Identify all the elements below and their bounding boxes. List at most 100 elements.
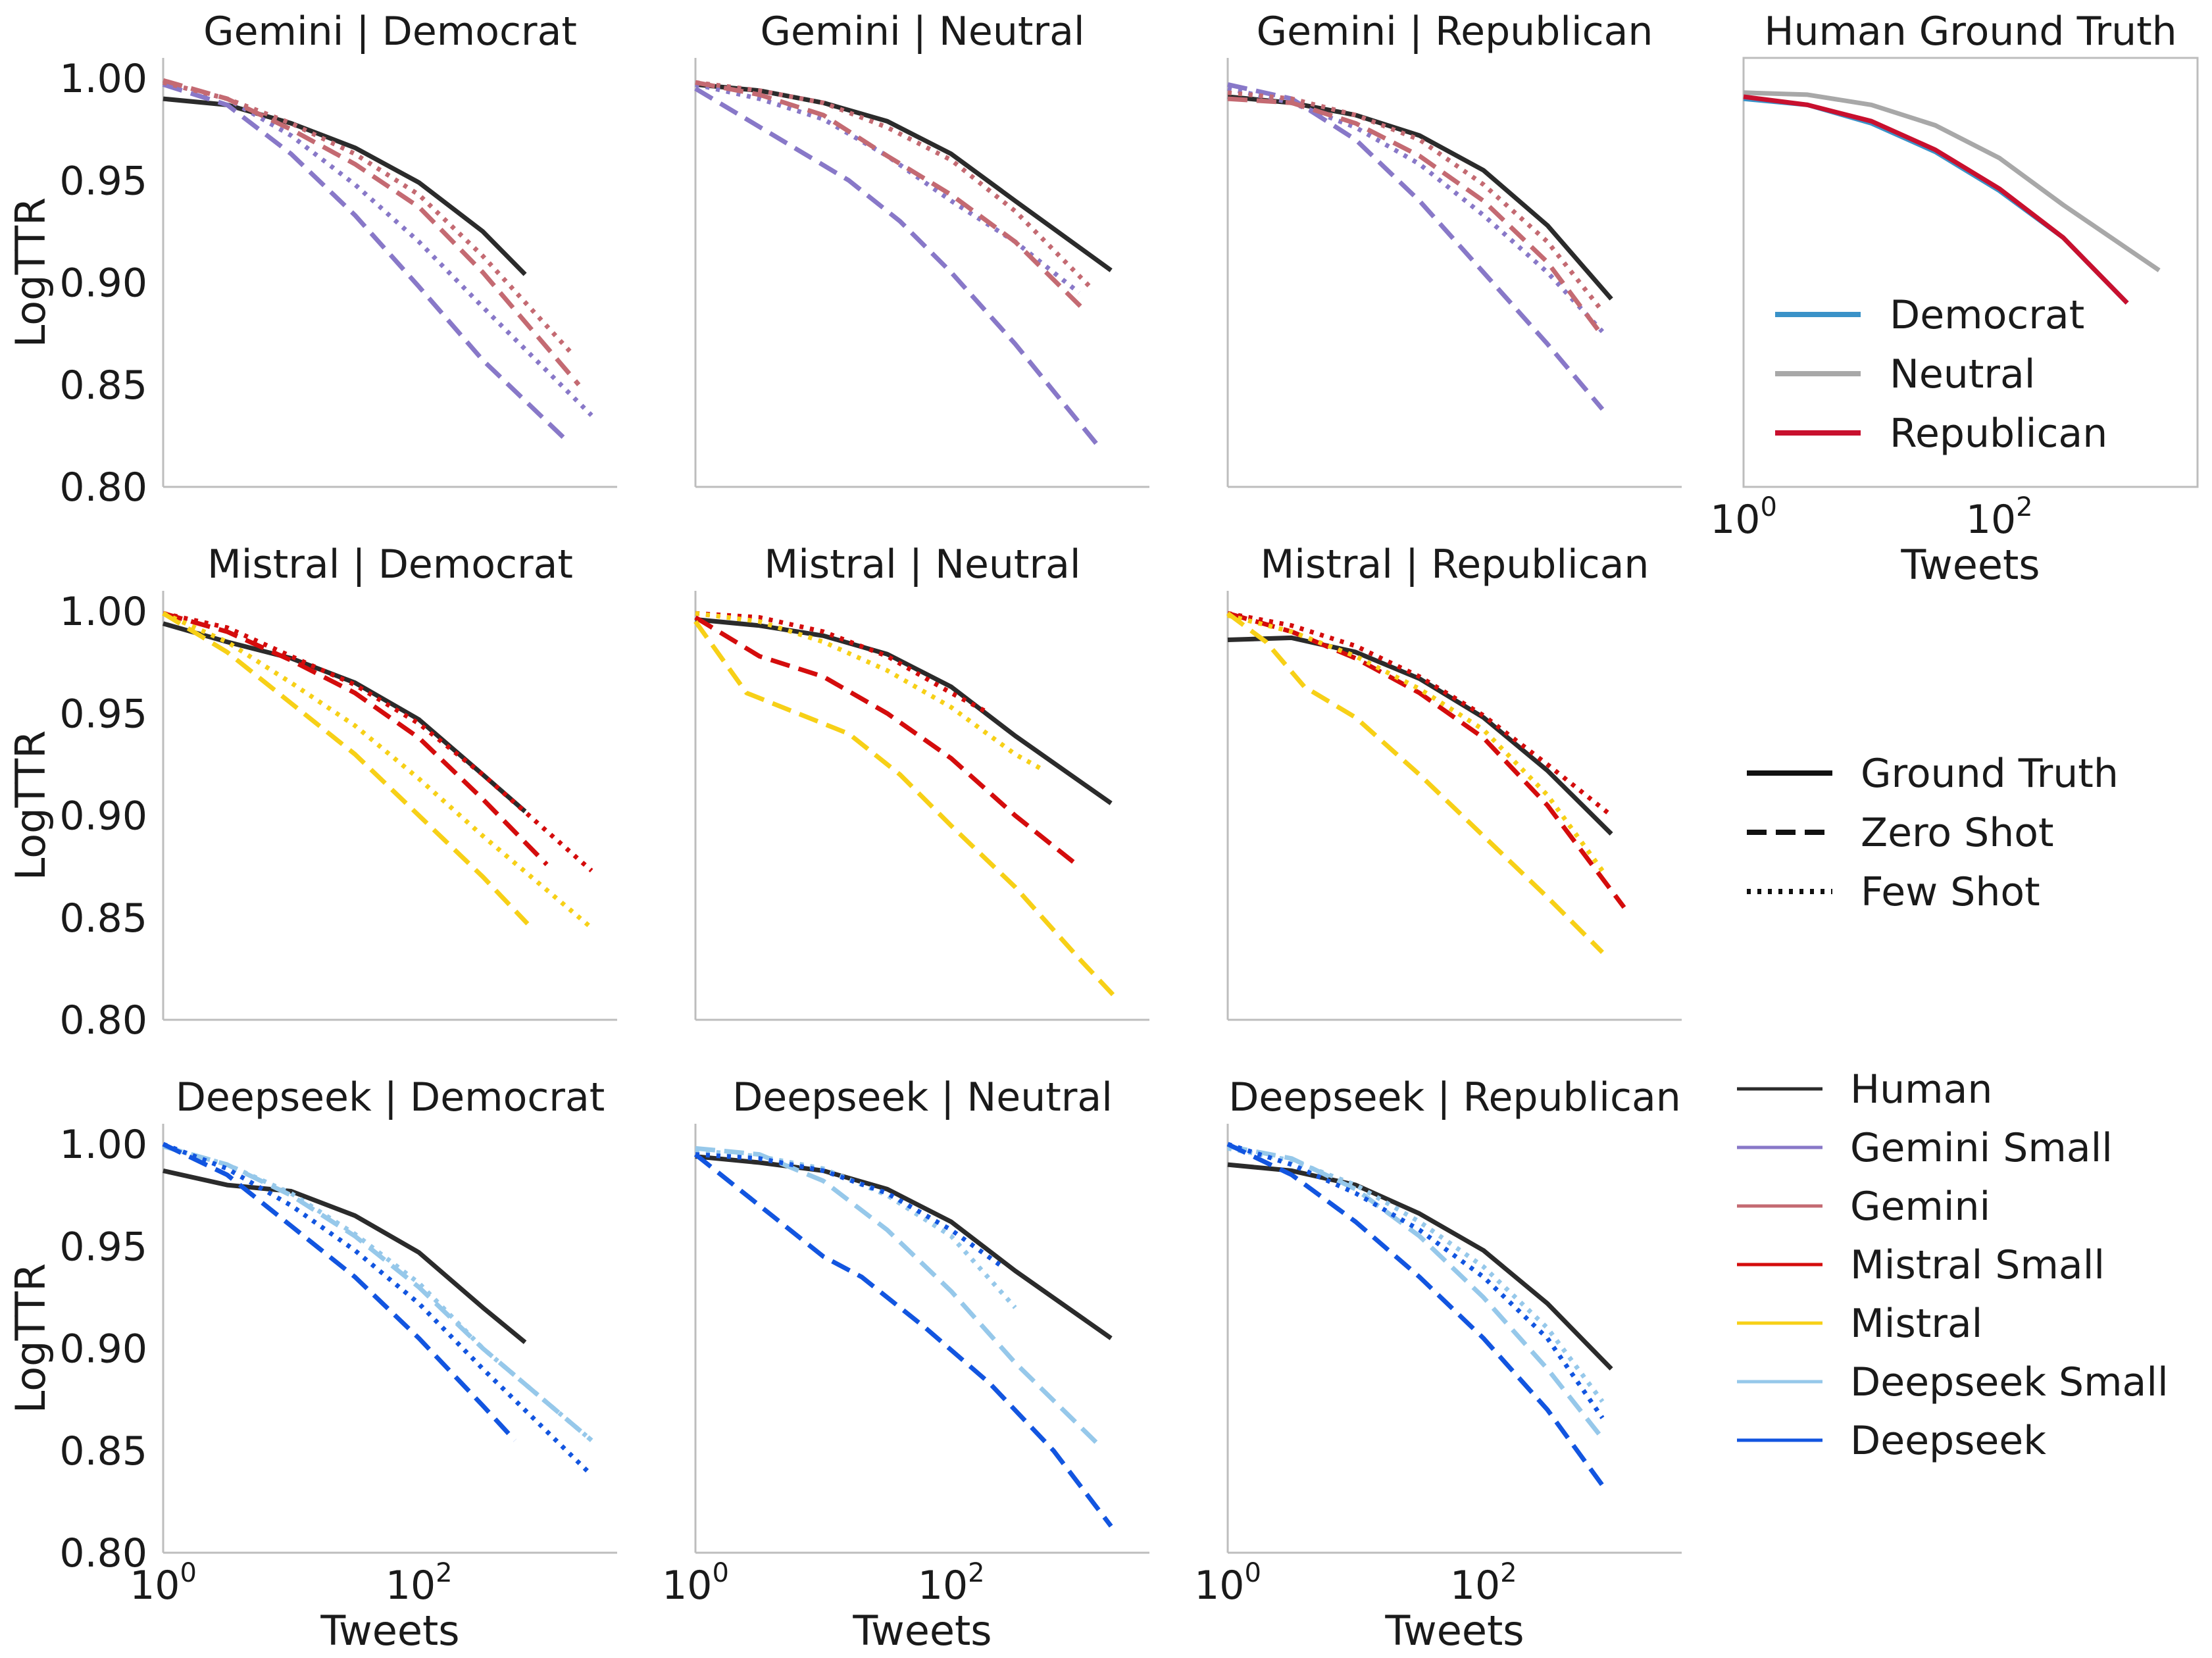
series-deepseek-dashed: [162, 1142, 517, 1442]
x-tick-label: 100: [662, 1558, 729, 1609]
x-tick-label: 102: [918, 1558, 985, 1609]
x-axis-label: Tweets: [1900, 541, 2040, 589]
panel-title: Mistral | Republican: [1261, 541, 1649, 588]
series-human-solid: [163, 621, 527, 813]
series-mistral-dashed: [162, 611, 530, 926]
y-tick-label: 1.00: [59, 589, 147, 635]
series-mistral-small-dashed: [1227, 611, 1626, 909]
panel-title: Deepseek | Neutral: [732, 1074, 1113, 1120]
legend-label: Zero Shot: [1861, 810, 2054, 856]
series-deepseek-dotted: [162, 1142, 593, 1477]
legend-label: Deepseek Small: [1850, 1359, 2169, 1405]
series-mistral-dotted: [162, 611, 593, 930]
x-tick-label: 102: [1966, 492, 2033, 543]
axes-frame: [1742, 57, 2199, 488]
series-human-solid: [695, 617, 1113, 805]
series-mistral-small-dashed: [163, 611, 549, 867]
legend-label: Mistral Small: [1850, 1242, 2105, 1288]
series-mistral-small-dashed: [694, 615, 1081, 868]
panel-title: Gemini | Neutral: [760, 9, 1084, 55]
y-axis-label: LogTTR: [7, 730, 55, 880]
y-tick-label: 0.85: [59, 363, 147, 409]
panel-title: Gemini | Democrat: [203, 9, 577, 55]
series-deepseek-dashed: [693, 1152, 1113, 1528]
x-tick-label: 100: [1194, 1558, 1261, 1609]
series-gemini-dashed: [695, 80, 1088, 313]
panel-gemini-democrat: Gemini | Democrat 0.80 0.85 0.90 0.95 1.00 Log…: [7, 9, 617, 511]
panel-title: Deepseek | Republican: [1228, 1074, 1681, 1120]
series-mistral-dotted: [695, 611, 1042, 771]
y-tick-label: 0.95: [59, 158, 147, 204]
panel-mistral-republican: Mistral | Republican: [1226, 541, 1682, 1021]
series-mistral-dashed: [1226, 611, 1604, 954]
y-tick-label: 0.90: [59, 793, 147, 840]
legend-label: Democrat: [1890, 292, 2084, 338]
y-tick-label: 0.85: [59, 1428, 147, 1474]
y-tick-label: 1.00: [59, 1122, 147, 1168]
x-tick-label: 102: [386, 1558, 453, 1609]
y-tick-label: 0.95: [59, 691, 147, 737]
panel-gemini-republican: Gemini | Republican: [1226, 9, 1682, 488]
series-deepseek-dotted: [1226, 1142, 1605, 1420]
x-axis-label: Tweets: [1384, 1607, 1524, 1655]
series-human-solid: [163, 1168, 527, 1344]
y-tick-label: 0.80: [59, 465, 147, 511]
series-deepseek-small-dashed: [1227, 1143, 1605, 1440]
series-human-solid: [695, 1154, 1113, 1340]
series-human-solid: [1227, 1162, 1613, 1371]
series-deepseek-dashed: [1226, 1142, 1605, 1487]
y-tick-label: 0.80: [59, 997, 147, 1043]
series-mistral-small-dotted: [695, 611, 991, 716]
legend-label: Mistral: [1850, 1301, 1982, 1347]
y-tick-label: 0.90: [59, 1326, 147, 1372]
series-deepseek-small-dotted: [695, 1147, 1017, 1309]
series-deepseek-small-dotted: [163, 1143, 593, 1442]
series-neutral-solid: [1743, 90, 2161, 272]
y-axis-label: LogTTR: [7, 197, 55, 347]
series-republican-solid: [1743, 94, 2129, 305]
series-deepseek-dotted: [695, 1152, 1004, 1269]
series-human-solid: [163, 96, 527, 276]
y-tick-label: 0.90: [59, 261, 147, 307]
gt-legend: Democrat Neutral Republican: [1775, 292, 2107, 457]
y-axis-label: LogTTR: [7, 1263, 55, 1413]
legend-label: Gemini Small: [1850, 1125, 2113, 1171]
series-gemini-dotted: [163, 80, 574, 356]
legend-label: Neutral: [1890, 351, 2035, 397]
series-gemini-small-dashed: [162, 82, 568, 442]
series-human-solid: [695, 82, 1113, 272]
series-mistral-dotted: [1227, 613, 1605, 872]
panel-title: Mistral | Neutral: [764, 541, 1080, 588]
panel-deepseek-democrat: Deepseek | Democrat 0.80 0.85 0.90 0.95 1.00 L…: [7, 1074, 617, 1655]
x-tick-label: 102: [1450, 1558, 1517, 1609]
panel-title: Mistral | Democrat: [207, 541, 573, 588]
legend-label: Human: [1850, 1067, 1992, 1113]
series-mistral-small-dotted: [163, 611, 593, 873]
y-tick-label: 0.95: [59, 1224, 147, 1270]
panel-mistral-democrat: Mistral | Democrat 0.80 0.85 0.90 0.95 1.00 Lo…: [7, 541, 617, 1043]
legend-label: Deepseek: [1850, 1418, 2046, 1464]
legend-label: Few Shot: [1861, 869, 2040, 915]
series-gemini-dotted: [695, 80, 1093, 291]
series-mistral-dashed: [693, 620, 1119, 1001]
legend-label: Republican: [1890, 411, 2107, 457]
series-democrat-solid: [1743, 96, 2129, 305]
series-gemini-small-dashed: [694, 86, 1101, 448]
series-gemini-small-dotted: [1227, 86, 1605, 334]
x-tick-label: 100: [1710, 492, 1777, 543]
legend-label: Ground Truth: [1861, 751, 2119, 797]
series-gemini-small-dotted: [695, 82, 1081, 295]
panel-title: Deepseek | Democrat: [176, 1074, 605, 1120]
panel-mistral-neutral: Mistral | Neutral: [693, 541, 1149, 1021]
model-legend: Human Gemini Small Gemini Mistral Small Mist…: [1737, 1067, 2169, 1464]
style-legend: Ground Truth Zero Shot Few Shot: [1747, 751, 2119, 915]
series-human-solid: [1227, 635, 1613, 836]
series-deepseek-small-dashed: [163, 1143, 593, 1442]
x-axis-label: Tweets: [320, 1607, 459, 1655]
panel-title: Gemini | Republican: [1257, 9, 1653, 55]
legend-label: Gemini: [1850, 1184, 1990, 1230]
